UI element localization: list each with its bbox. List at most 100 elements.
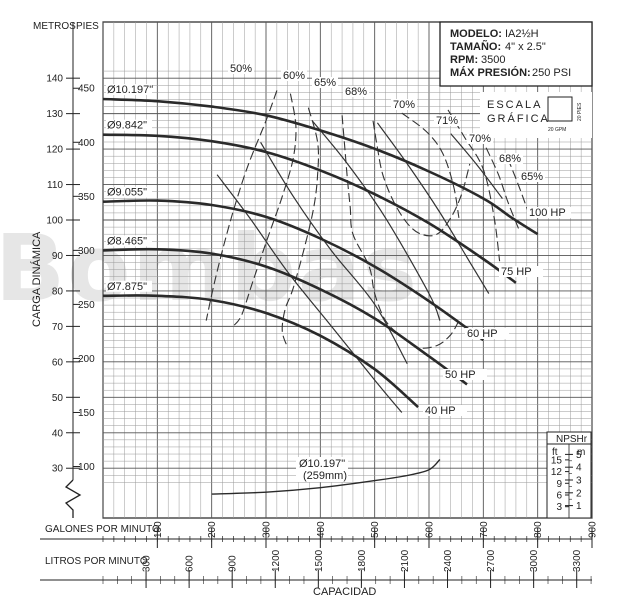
y-feet-tick-label: 200 xyxy=(78,354,95,365)
npsh-m-label: m xyxy=(577,447,585,458)
y-feet-tick-label: 100 xyxy=(78,462,95,473)
power-label: 100 HP xyxy=(529,207,566,219)
x-lpm-tick-label: 3300 xyxy=(572,549,583,572)
power-curve-1 xyxy=(376,122,490,294)
rpm-value: 3500 xyxy=(481,54,505,66)
x-lpm-tick-label: 1500 xyxy=(314,549,325,572)
npsh-curve-sublabel: (259mm) xyxy=(303,470,347,482)
y-meter-tick-label: 130 xyxy=(46,109,63,120)
y-meter-tick-label: 40 xyxy=(52,428,64,439)
power-curve-0 xyxy=(450,133,503,199)
scale-line1: ESCALA xyxy=(487,99,542,111)
model-value: IA2½H xyxy=(505,28,539,40)
y-meter-tick-label: 30 xyxy=(52,464,64,475)
x-gpm-tick-label: 500 xyxy=(370,521,381,538)
curve-labels: Ø10.197" Ø9.842" Ø9.055" Ø8.465" Ø7.875" 50% 6… xyxy=(106,63,571,482)
scale-box: ESCALA GRÁFICA 20 PIES 20 GPM xyxy=(480,92,592,138)
axes: 3040506070809010011012013014010015020025… xyxy=(40,30,599,588)
head-curve-label: Ø10.197" xyxy=(107,84,153,96)
efficiency-curve-1 xyxy=(232,93,297,327)
x-gpm-tick-label: 800 xyxy=(533,521,544,538)
x-gpm-tick-label: 600 xyxy=(425,521,436,538)
x-lpm-tick-label: 1200 xyxy=(271,549,282,572)
y-meter-tick-label: 140 xyxy=(46,74,63,85)
efficiency-curve-5 xyxy=(401,112,460,218)
power-label: 75 HP xyxy=(501,266,532,278)
head-curve-label: Ø8.465" xyxy=(107,235,147,247)
model-label: MODELO: xyxy=(450,28,502,40)
efficiency-curves xyxy=(205,90,529,349)
efficiency-label: 70% xyxy=(469,133,491,145)
efficiency-label: 71% xyxy=(436,115,458,127)
x-axis-title: CAPACIDAD xyxy=(313,586,376,598)
efficiency-label: 60% xyxy=(283,70,305,82)
x-gpm-tick-label: 700 xyxy=(479,521,490,538)
head-curve-1 xyxy=(102,133,517,284)
scale-square xyxy=(547,96,573,122)
npsh-curve-label: Ø10.197" xyxy=(299,458,345,470)
x-axis-lpm-label: LITROS POR MINUTO xyxy=(45,556,148,567)
power-label: 50 HP xyxy=(445,369,476,381)
head-curve-3 xyxy=(102,247,468,386)
y-feet-tick-label: 250 xyxy=(78,300,95,311)
head-curve-0 xyxy=(102,97,539,236)
efficiency-label: 70% xyxy=(393,99,415,111)
npsh-curve xyxy=(211,458,441,495)
efficiency-label: 65% xyxy=(521,171,543,183)
x-gpm-tick-label: 400 xyxy=(316,521,327,538)
y-meter-tick-label: 60 xyxy=(52,357,64,368)
x-gpm-tick-label: 900 xyxy=(588,521,599,538)
x-lpm-tick-label: 900 xyxy=(228,555,239,572)
npsh-curve-line xyxy=(211,458,441,495)
y-meter-tick-label: 70 xyxy=(52,322,64,333)
y-feet-tick-label: 350 xyxy=(78,192,95,203)
power-curve-4 xyxy=(216,174,403,413)
x-gpm-tick-label: 100 xyxy=(153,521,164,538)
npsh-ft-tick-label: 6 xyxy=(556,490,562,501)
npsh-m-tick-label: 4 xyxy=(576,463,582,474)
pressure-value: 250 PSI xyxy=(532,67,571,79)
x-lpm-tick-label: 600 xyxy=(185,555,196,572)
x-gpm-tick-label: 300 xyxy=(262,521,273,538)
head-curves xyxy=(102,97,539,409)
x-lpm-tick-label: 2400 xyxy=(443,549,454,572)
efficiency-curve-2 xyxy=(281,107,320,348)
npsh-title: NPSHr xyxy=(556,434,588,445)
size-label: TAMAÑO: xyxy=(450,40,501,53)
y-meter-tick-label: 120 xyxy=(46,145,63,156)
spec-box: MODELO: IA2½H TAMAÑO: 4" x 2.5" RPM: 350… xyxy=(439,21,593,87)
power-label: 40 HP xyxy=(425,405,456,417)
npsh-ft-label: ft xyxy=(552,447,558,458)
efficiency-curve-0 xyxy=(205,90,278,321)
efficiency-curve-3 xyxy=(341,115,460,349)
pressure-label: MÁX PRESIÓN: xyxy=(450,66,531,79)
size-value: 4" x 2.5" xyxy=(505,41,546,53)
npsh-m-tick-label: 3 xyxy=(576,476,582,487)
npsh-m-tick-label: 2 xyxy=(576,488,582,499)
efficiency-label: 65% xyxy=(314,77,336,89)
y-meter-tick-label: 80 xyxy=(52,286,64,297)
x-axis-gpm-label: GALONES POR MINUTO xyxy=(45,524,160,535)
x-lpm-tick-label: 3000 xyxy=(529,549,540,572)
efficiency-curve-4 xyxy=(372,120,471,237)
y-feet-tick-label: 400 xyxy=(78,138,95,149)
npsh-ft-tick-label: 15 xyxy=(551,455,563,466)
rpm-label: RPM: xyxy=(450,54,478,66)
scale-line2: GRÁFICA xyxy=(487,112,550,125)
efficiency-label: 68% xyxy=(499,153,521,165)
efficiency-label: 68% xyxy=(345,86,367,98)
y-meter-tick-label: 100 xyxy=(46,216,63,227)
x-gpm-tick-label: 200 xyxy=(207,521,218,538)
y-axis-meters-label: METROS xyxy=(33,21,76,32)
scale-h-label: 20 GPM xyxy=(548,127,566,133)
head-curve-label: Ø9.842" xyxy=(107,120,147,132)
y-axis-title: CARGA DINÁMICA xyxy=(30,231,43,327)
y-meter-tick-label: 50 xyxy=(52,393,64,404)
x-lpm-tick-label: 1800 xyxy=(357,549,368,572)
efficiency-curve-8 xyxy=(507,158,529,213)
npsh-m-tick-label: 5 xyxy=(576,450,582,461)
y-axis-feet-label: PIES xyxy=(76,21,99,32)
head-curve-2 xyxy=(102,199,485,342)
